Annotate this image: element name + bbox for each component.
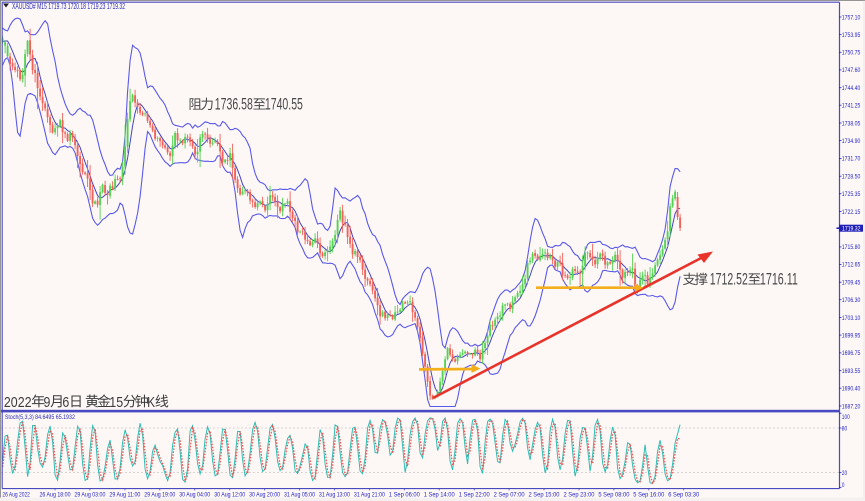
svg-text:1 Sep 22:00: 1 Sep 22:00 xyxy=(459,491,490,498)
svg-text:1716.11: 1716.11 xyxy=(760,269,798,288)
svg-text:1725.35: 1725.35 xyxy=(842,191,861,198)
svg-text:31 Aug 13:00: 31 Aug 13:00 xyxy=(319,491,350,498)
svg-text:2 Sep 15:00: 2 Sep 15:00 xyxy=(529,491,560,498)
svg-text:29 Aug 03:00: 29 Aug 03:00 xyxy=(74,491,105,498)
svg-text:1709.45: 1709.45 xyxy=(842,280,861,287)
svg-text:1738.05: 1738.05 xyxy=(842,120,861,127)
svg-text:K: K xyxy=(147,394,155,411)
svg-text:1 Sep 14:00: 1 Sep 14:00 xyxy=(424,491,455,498)
svg-text:2 Sep 23:00: 2 Sep 23:00 xyxy=(564,491,595,498)
svg-text:1734.90: 1734.90 xyxy=(842,138,861,145)
svg-text:26 Aug 2022: 26 Aug 2022 xyxy=(2,491,30,498)
svg-text:9: 9 xyxy=(44,394,51,411)
svg-text:5 Sep 16:00: 5 Sep 16:00 xyxy=(633,491,664,498)
svg-text:1722.15: 1722.15 xyxy=(842,209,861,216)
svg-text:1740.55: 1740.55 xyxy=(265,94,303,113)
svg-text:1715.80: 1715.80 xyxy=(842,244,861,251)
svg-text:30 Aug 12:00: 30 Aug 12:00 xyxy=(214,491,245,498)
svg-text:1744.40: 1744.40 xyxy=(842,85,861,92)
svg-text:1747.60: 1747.60 xyxy=(842,67,861,74)
svg-text:80: 80 xyxy=(842,425,848,432)
svg-text:1712.52: 1712.52 xyxy=(710,269,748,288)
svg-text:2 Sep 07:00: 2 Sep 07:00 xyxy=(494,491,525,498)
svg-text:1693.55: 1693.55 xyxy=(842,368,861,375)
svg-text:31 Aug 21:00: 31 Aug 21:00 xyxy=(354,491,385,498)
svg-text:1706.30: 1706.30 xyxy=(842,297,861,304)
svg-text:1757.10: 1757.10 xyxy=(842,14,861,21)
svg-text:2022: 2022 xyxy=(4,394,32,411)
svg-text:1696.75: 1696.75 xyxy=(842,350,861,357)
svg-text:20: 20 xyxy=(842,470,848,477)
svg-text:100: 100 xyxy=(842,414,850,421)
svg-text:1 Sep 06:00: 1 Sep 06:00 xyxy=(389,491,420,498)
svg-text:1690.40: 1690.40 xyxy=(842,386,861,393)
svg-text:29 Aug 19:00: 29 Aug 19:00 xyxy=(144,491,175,498)
svg-text:1753.95: 1753.95 xyxy=(842,32,861,39)
svg-text:6: 6 xyxy=(62,394,69,411)
svg-text:1731.70: 1731.70 xyxy=(842,156,861,163)
svg-text:6 Sep 03:30: 6 Sep 03:30 xyxy=(668,491,699,498)
svg-text:1719.32: 1719.32 xyxy=(842,226,861,233)
svg-text:0: 0 xyxy=(842,482,845,489)
svg-text:30 Aug 04:00: 30 Aug 04:00 xyxy=(179,491,210,498)
svg-text:30 Aug 20:00: 30 Aug 20:00 xyxy=(249,491,280,498)
svg-text:Stoch(5,3,3) 84.6495 65.1932: Stoch(5,3,3) 84.6495 65.1932 xyxy=(5,414,75,421)
svg-text:1699.95: 1699.95 xyxy=(842,332,861,339)
svg-text:1728.50: 1728.50 xyxy=(842,174,861,181)
svg-text:1750.75: 1750.75 xyxy=(842,50,861,57)
svg-text:1687.20: 1687.20 xyxy=(842,403,861,410)
svg-text:1736.58: 1736.58 xyxy=(215,94,253,113)
svg-text:1703.10: 1703.10 xyxy=(842,315,861,322)
svg-text:29 Aug 11:00: 29 Aug 11:00 xyxy=(109,491,140,498)
svg-text:26 Aug 18:00: 26 Aug 18:00 xyxy=(40,491,71,498)
svg-text:1741.25: 1741.25 xyxy=(842,103,861,110)
svg-text:15: 15 xyxy=(109,394,123,411)
svg-text:5 Sep 08:00: 5 Sep 08:00 xyxy=(598,491,629,498)
svg-text:1712.65: 1712.65 xyxy=(842,262,861,269)
svg-text:31 Aug 05:00: 31 Aug 05:00 xyxy=(284,491,315,498)
svg-text:XAUUSD# M15 1719.73 1720.18 1: XAUUSD# M15 1719.73 1720.18 1719.23 1719… xyxy=(12,2,125,11)
